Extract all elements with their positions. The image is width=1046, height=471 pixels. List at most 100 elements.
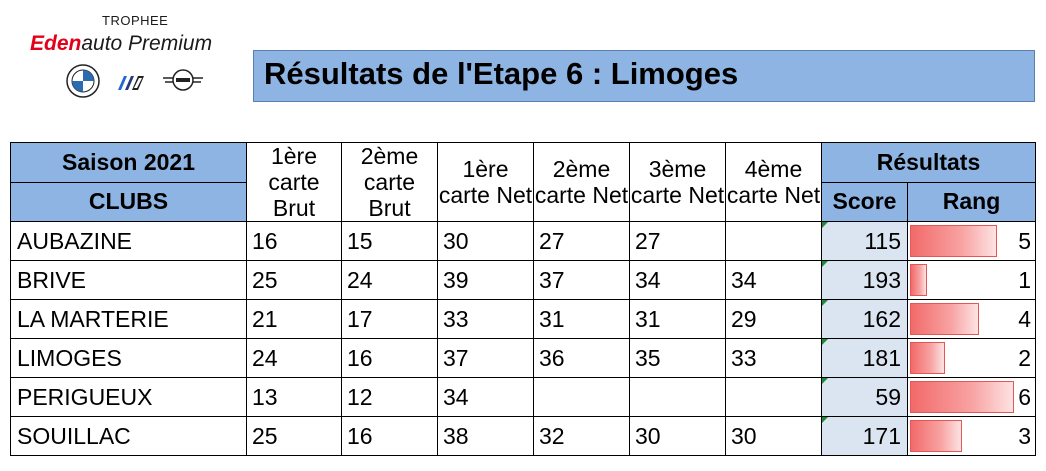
card-score-cell: 25 xyxy=(246,260,342,300)
column-header: 2ème carte Net xyxy=(533,142,630,222)
table-row: PERIGUEUX 13 12 34 59 6 xyxy=(10,377,1036,417)
card-score-cell: 24 xyxy=(246,338,342,378)
card-score-cell: 31 xyxy=(533,299,630,339)
results-header: Résultats xyxy=(821,142,1036,183)
total-score-value: 171 xyxy=(862,422,901,449)
total-score-value: 193 xyxy=(862,266,901,293)
card-score-cell: 37 xyxy=(533,260,630,300)
total-score-value: 115 xyxy=(864,227,901,254)
card-score-cell: 30 xyxy=(629,416,726,456)
card-score-cell: 16 xyxy=(246,221,342,261)
table-row: LA MARTERIE 21 17 33 31 31 29 162 4 xyxy=(10,299,1036,339)
rank-cell: 5 xyxy=(907,221,1036,261)
card-score-cell: 34 xyxy=(437,377,534,417)
card-score-cell: 34 xyxy=(725,260,822,300)
card-score-cell: 34 xyxy=(629,260,726,300)
card-score-cell: 17 xyxy=(341,299,438,339)
rank-cell: 1 xyxy=(907,260,1036,300)
total-score-value: 59 xyxy=(875,383,901,410)
rank-data-bar xyxy=(910,342,945,374)
mini-logo-icon xyxy=(163,69,203,91)
total-score-cell: 171 xyxy=(821,416,908,456)
total-score-cell: 181 xyxy=(821,338,908,378)
card-score-cell: 30 xyxy=(437,221,534,261)
total-score-value: 181 xyxy=(862,344,901,371)
card-score-cell xyxy=(725,377,822,417)
table-row: BRIVE 25 24 39 37 34 34 193 1 xyxy=(10,260,1036,300)
logo-brand-text: Edenauto Premium xyxy=(30,32,212,56)
rank-value: 3 xyxy=(1018,423,1031,449)
club-name-cell: SOUILLAC xyxy=(10,416,247,456)
cell-comment-marker-icon xyxy=(822,261,828,267)
card-score-cell: 29 xyxy=(725,299,822,339)
total-score-value: 162 xyxy=(862,305,901,332)
card-score-cell: 30 xyxy=(725,416,822,456)
column-header: 2ème carte Brut xyxy=(341,142,438,222)
trophee-logo: TROPHEE Edenauto Premium xyxy=(30,12,235,102)
card-score-cell: 32 xyxy=(533,416,630,456)
card-score-cell: 35 xyxy=(629,338,726,378)
card-score-cell: 16 xyxy=(341,416,438,456)
table-row: SOUILLAC 25 16 38 32 30 30 171 3 xyxy=(10,416,1036,456)
bmw-logo-icon xyxy=(66,64,100,98)
card-score-cell: 13 xyxy=(246,377,342,417)
logo-brand-premium: Premium xyxy=(122,32,213,55)
rank-cell: 2 xyxy=(907,338,1036,378)
table-row: AUBAZINE 16 15 30 27 27 115 5 xyxy=(10,221,1036,261)
results-body: AUBAZINE 16 15 30 27 27 115 5 BRIVE 25 24 39 37 34 34 1… xyxy=(10,221,1036,456)
rank-value: 5 xyxy=(1018,228,1031,254)
rank-value: 1 xyxy=(1018,267,1031,293)
card-score-cell: 15 xyxy=(341,221,438,261)
rank-data-bar xyxy=(910,420,962,452)
column-header: 1ère carte Brut xyxy=(246,142,342,222)
cell-comment-marker-icon xyxy=(822,378,828,384)
column-header: 3ème carte Net xyxy=(629,142,726,222)
total-score-cell: 193 xyxy=(821,260,908,300)
column-header: 1ère carte Net xyxy=(437,142,534,222)
logo-trophee-text: TROPHEE xyxy=(102,13,169,28)
cell-comment-marker-icon xyxy=(822,222,828,228)
rank-value: 4 xyxy=(1018,306,1031,332)
rank-cell: 6 xyxy=(907,377,1036,417)
card-score-cell: 21 xyxy=(246,299,342,339)
club-name-cell: BRIVE xyxy=(10,260,247,300)
rank-cell: 3 xyxy=(907,416,1036,456)
card-score-cell: 39 xyxy=(437,260,534,300)
total-score-cell: 59 xyxy=(821,377,908,417)
club-name-cell: LA MARTERIE xyxy=(10,299,247,339)
club-name-cell: AUBAZINE xyxy=(10,221,247,261)
card-score-cell: 33 xyxy=(437,299,534,339)
logo-brand-auto: auto xyxy=(81,32,123,55)
page-title: Résultats de l'Etape 6 : Limoges xyxy=(264,56,739,91)
card-score-cell: 12 xyxy=(341,377,438,417)
bmw-m-logo-icon xyxy=(118,76,144,90)
card-score-cell xyxy=(629,377,726,417)
card-score-cell: 37 xyxy=(437,338,534,378)
club-name-cell: LIMOGES xyxy=(10,338,247,378)
rank-cell: 4 xyxy=(907,299,1036,339)
page-title-banner: Résultats de l'Etape 6 : Limoges xyxy=(253,50,1035,102)
season-header: Saison 2021 xyxy=(10,142,247,183)
rank-data-bar xyxy=(910,225,997,257)
card-score-cell: 33 xyxy=(725,338,822,378)
rank-data-bar xyxy=(910,381,1014,413)
header-row-2: CLUBS Score Rang xyxy=(10,181,1036,222)
column-header: 4ème carte Net xyxy=(725,142,822,222)
results-table: Saison 2021 1ère carte Brut 2ème carte B… xyxy=(10,142,1036,456)
rank-data-bar xyxy=(910,303,979,335)
header-row-1: Saison 2021 1ère carte Brut 2ème carte B… xyxy=(10,142,1036,222)
cell-comment-marker-icon xyxy=(822,300,828,306)
rank-value: 2 xyxy=(1018,345,1031,371)
card-score-cell: 25 xyxy=(246,416,342,456)
cell-comment-marker-icon xyxy=(822,339,828,345)
total-score-cell: 115 xyxy=(821,221,908,261)
card-score-cell: 36 xyxy=(533,338,630,378)
card-score-cell: 16 xyxy=(341,338,438,378)
card-score-cell: 24 xyxy=(341,260,438,300)
card-score-cell: 27 xyxy=(533,221,630,261)
table-row: LIMOGES 24 16 37 36 35 33 181 2 xyxy=(10,338,1036,378)
logo-brand-eden: Eden xyxy=(30,32,82,55)
cell-comment-marker-icon xyxy=(822,417,828,423)
rank-header: Rang xyxy=(907,181,1036,222)
